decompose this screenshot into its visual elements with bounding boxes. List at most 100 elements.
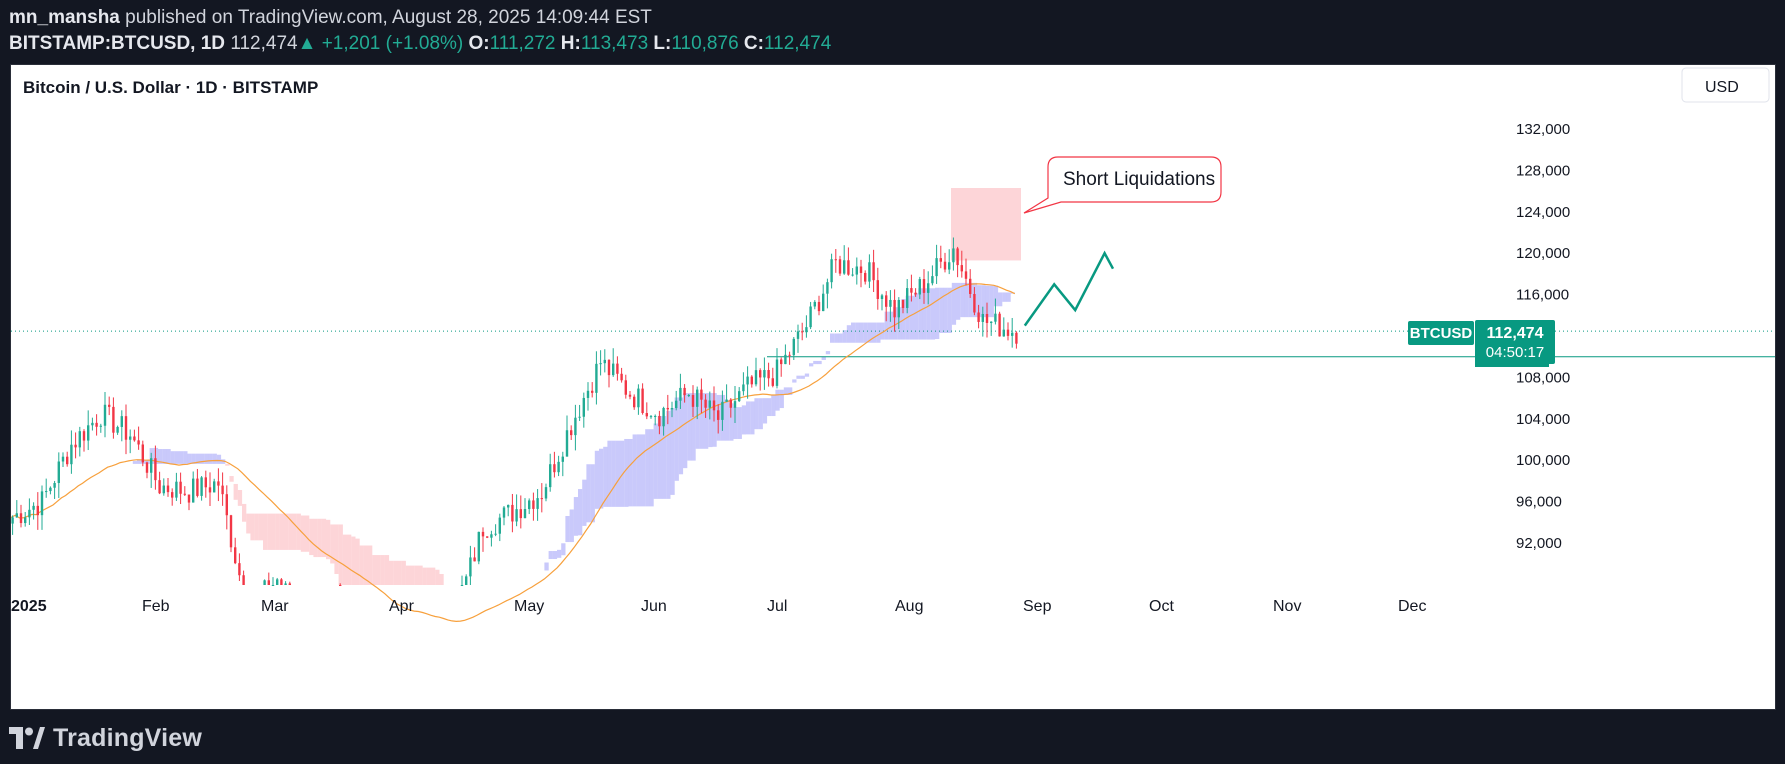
cloud-slice <box>914 293 919 340</box>
candle-body <box>721 401 724 420</box>
publish-line: mn_mansha published on TradingView.com, … <box>9 7 652 29</box>
candle-body <box>792 338 795 356</box>
cloud-slice <box>225 463 230 466</box>
cloud-slice <box>897 307 902 340</box>
x-tick-label: Dec <box>1398 598 1426 615</box>
candle-body <box>1015 332 1018 344</box>
cloud-slice <box>792 379 797 383</box>
candle-body <box>843 260 846 274</box>
candle-body <box>603 359 606 364</box>
cloud-slice <box>922 288 927 340</box>
cloud-slice <box>968 282 973 318</box>
candle-body <box>36 505 39 516</box>
candle-body <box>586 390 590 398</box>
candles <box>11 237 1018 586</box>
cloud-slice <box>956 282 961 320</box>
annotation-callout[interactable]: Short Liquidations <box>1023 156 1222 214</box>
candle-body <box>658 415 661 427</box>
cloud-slice <box>376 555 381 585</box>
y-tick-label: 124,000 <box>1516 204 1570 221</box>
chart-canvas[interactable]: Bitcoin / U.S. Dollar · 1D · BITSTAMP US… <box>11 65 1775 709</box>
cloud-slice <box>880 322 885 340</box>
candle-body <box>943 261 947 270</box>
tradingview-logo[interactable]: TradingView <box>9 723 202 753</box>
currency-button-frame[interactable] <box>1681 67 1770 103</box>
cloud-slice <box>212 453 217 464</box>
cloud-slice <box>666 410 671 499</box>
x-tick-label: Aug <box>895 598 923 615</box>
candle-body <box>61 456 65 462</box>
candle-body <box>876 280 879 299</box>
candle-body <box>918 279 921 295</box>
cloud-slice <box>838 333 843 343</box>
countdown: 04:50:17 <box>1486 344 1544 361</box>
candle-body <box>964 271 968 279</box>
candle-body <box>885 295 888 307</box>
cloud-slice <box>191 453 196 464</box>
candle-body <box>187 494 191 503</box>
candle-body <box>960 265 963 272</box>
cloud-slice <box>855 322 860 343</box>
cloud-slice <box>137 459 142 464</box>
candle-body <box>95 422 98 427</box>
cloud-slice <box>326 519 331 560</box>
cloud-slice <box>981 285 986 318</box>
author-name[interactable]: mn_mansha <box>9 7 120 28</box>
candle-body <box>738 391 741 402</box>
candle-body <box>1006 329 1010 336</box>
candle-body <box>591 390 594 393</box>
projection-path <box>1023 250 1115 327</box>
chart-title: Bitcoin / U.S. Dollar · 1D · BITSTAMP <box>23 78 318 97</box>
cloud-slice <box>947 287 952 333</box>
cloud-slice <box>229 476 234 482</box>
cloud-slice <box>771 394 776 417</box>
cloud-slice <box>347 534 352 585</box>
candle-body <box>70 444 73 465</box>
candle-body <box>880 295 884 299</box>
candle-body <box>217 481 220 486</box>
candle-body <box>607 359 611 376</box>
candle-body <box>708 400 711 408</box>
up-triangle-icon: ▲ <box>297 33 317 54</box>
candle-body <box>540 498 543 500</box>
cloud-slice <box>607 440 612 507</box>
callout-bubble[interactable] <box>1023 156 1222 214</box>
candle-body <box>175 481 178 498</box>
candle-body <box>834 259 837 261</box>
candle-body <box>742 384 745 392</box>
time-axis[interactable]: 2025 Feb Mar Apr May Jun Jul Aug Sep Oct Nov Dec <box>11 598 1426 615</box>
x-tick-label: Oct <box>1149 598 1174 615</box>
cloud-slice <box>317 518 322 558</box>
price-axis[interactable]: 92,000 96,000 100,000 104,000 108,000 116,000… <box>1516 121 1570 552</box>
candle-body <box>771 378 774 386</box>
candle-body <box>490 534 493 538</box>
candle-body <box>40 491 44 516</box>
candle-body <box>1011 332 1014 336</box>
cloud-slice <box>788 387 793 395</box>
candle-body <box>158 480 161 494</box>
candle-body <box>855 266 858 275</box>
cloud-slice <box>729 403 734 441</box>
cloud-slice <box>334 524 339 574</box>
cloud-slice <box>737 407 742 439</box>
currency-button[interactable]: USD <box>1705 79 1739 96</box>
cloud-slice <box>993 285 999 307</box>
candle-body <box>78 431 81 448</box>
cloud-slice <box>733 407 738 439</box>
cloud-slice <box>313 518 318 558</box>
candle-body <box>204 477 207 488</box>
candle-body <box>53 483 56 488</box>
cloud-slice <box>817 360 822 365</box>
candle-body <box>523 509 527 519</box>
cloud-slice <box>590 464 595 523</box>
cloud-slice <box>183 451 188 464</box>
cloud-slice <box>649 429 654 507</box>
cloud-slice <box>552 551 558 560</box>
cloud-slice <box>746 401 751 435</box>
cloud-slice <box>359 545 364 585</box>
cloud-slice <box>179 451 184 464</box>
cloud-slice <box>851 322 856 343</box>
candle-body <box>662 407 665 427</box>
chart-frame[interactable]: Bitcoin / U.S. Dollar · 1D · BITSTAMP US… <box>10 64 1776 710</box>
cloud-slice <box>342 534 348 585</box>
